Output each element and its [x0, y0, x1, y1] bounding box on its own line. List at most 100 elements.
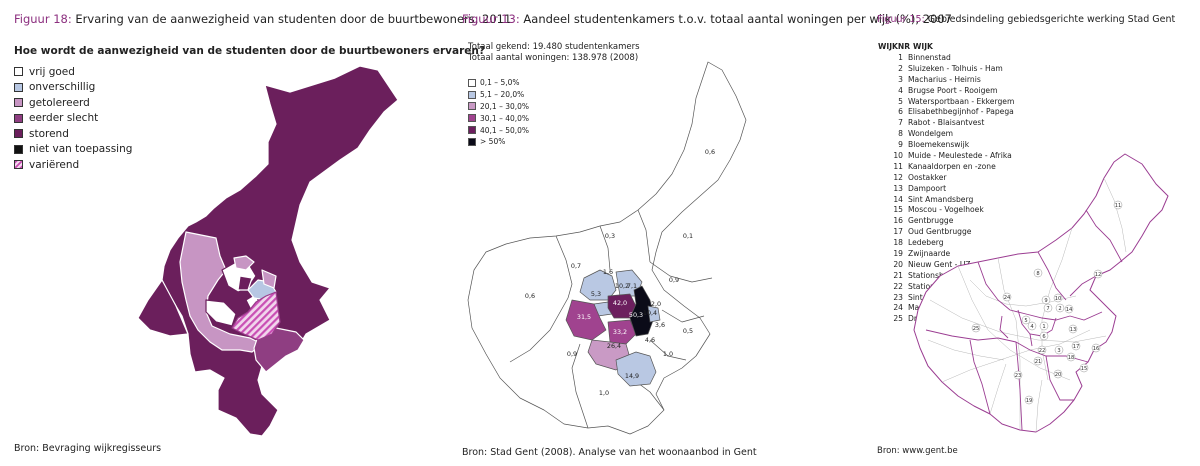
district-marker: 18 [1066, 352, 1076, 362]
figure-15-map: 11 12 8 9 10 24 7 2 14 5 4 1 6 13 22 3 1… [913, 153, 1169, 433]
figure-18-source: Bron: Bevraging wijkregisseurs [14, 443, 162, 454]
district-name: Zwijnaarde [908, 249, 951, 259]
district-number: 15 [893, 205, 903, 215]
legend-label: niet van toepassing [29, 143, 133, 156]
street-line [929, 299, 1107, 343]
district-row: 12 Oostakker [878, 173, 1014, 184]
district-marker-label: 11 [1115, 203, 1122, 209]
map-value-label: 50,3 [629, 311, 643, 319]
map-district [579, 269, 617, 301]
district-marker: 24 [1002, 292, 1012, 302]
legend-label: 30,1 – 40,0% [480, 113, 530, 123]
district-marker: 14 [1064, 304, 1074, 314]
totals-block: Totaal gekend: 19.480 studentenkamers To… [468, 42, 640, 64]
district-table-header: WIJKNR WIJK [878, 42, 1014, 53]
map-value-label: 31,5 [577, 313, 591, 321]
district-marker-label: 3 [1057, 348, 1060, 354]
district-row: 18 Ledeberg [878, 238, 1014, 249]
district-boundary [999, 315, 1009, 339]
district-marker: 5 [1021, 315, 1031, 325]
district-number: 24 [893, 303, 903, 313]
district-name: Oud Gentbrugge [908, 227, 972, 237]
legend-swatch [468, 102, 476, 111]
district-row: 10 Muide - Meulestede - Afrika [878, 151, 1014, 162]
district-number: 11 [893, 161, 903, 171]
total-dwellings: Totaal aantal woningen: 138.978 (2008) [468, 53, 639, 63]
figure-13-map [467, 61, 747, 435]
district-row: 8 Wondelgem [878, 129, 1014, 140]
district-name: Watersportbaan - Ekkergem [908, 96, 1015, 106]
district-number: 9 [898, 140, 903, 150]
map-region-storend-west [137, 279, 189, 337]
district-marker-label: 1 [1042, 324, 1045, 330]
district-marker-label: 13 [1070, 327, 1077, 333]
figure-13-source: Bron: Stad Gent (2008). Analyse van het … [462, 447, 757, 458]
column-header-name: WIJK [913, 42, 933, 51]
map-region-storend [237, 275, 253, 291]
map-value-label: 0,5 [683, 327, 693, 335]
district-marker-label: 7 [1046, 306, 1049, 312]
district-boundary [1037, 251, 1067, 301]
district-marker-label: 22 [1039, 348, 1046, 354]
figure-15-panel: Figuur 15: Gebiedsindeling gebiedsgerich… [870, 0, 1200, 466]
district-boundary [509, 297, 569, 363]
legend-item: > 50% [468, 136, 529, 148]
map-value-label: 0,9 [567, 350, 577, 358]
district-marker: 7 [1043, 303, 1053, 313]
district-row: 16 Gentbrugge [878, 216, 1014, 227]
street-line [997, 257, 1021, 430]
district-marker: 11 [1113, 200, 1123, 210]
district-marker: 21 [1033, 356, 1043, 366]
district-marker-label: 10 [1055, 296, 1062, 302]
district-marker-label: 16 [1093, 346, 1100, 352]
legend-item: getolereerd [14, 95, 132, 111]
figure-13-title: Figuur 13: Aandeel studentenkamers t.o.v… [462, 12, 952, 26]
district-row: 4 Brugse Poort - Rooigem [878, 86, 1014, 97]
district-number: 10 [893, 151, 903, 161]
street-line [927, 339, 1005, 361]
street-line [989, 363, 1007, 415]
district-boundary [1069, 275, 1097, 297]
legend-swatch [14, 144, 23, 154]
district-number: 21 [893, 270, 903, 280]
map-value-label: 1,0 [599, 389, 609, 397]
legend-swatch [468, 78, 476, 87]
map-value-label: 0,7 [571, 262, 581, 270]
district-marker: 15 [1079, 363, 1089, 373]
district-number: 25 [893, 314, 903, 324]
district-number: 13 [893, 183, 903, 193]
district-number: 3 [898, 74, 903, 84]
map-value-label: 14,9 [625, 372, 639, 380]
map-region-varierend [231, 291, 281, 341]
map-district [565, 299, 607, 341]
district-row: 15 Moscou - Vogelhoek [878, 205, 1014, 216]
map-value-label: 1,0 [663, 350, 673, 358]
district-marker: 2 [1055, 303, 1065, 313]
district-boundary [599, 225, 611, 271]
legend-item: 40,1 – 50,0% [468, 124, 529, 136]
district-number: 17 [893, 227, 903, 237]
map-value-label: 33,2 [613, 328, 627, 336]
legend-label: 40,1 – 50,0% [480, 125, 530, 135]
legend-item: onverschillig [14, 80, 132, 96]
legend-item: variërend [14, 157, 132, 173]
street-line [969, 279, 1077, 307]
legend-label: eerder slecht [29, 112, 99, 125]
street-line [941, 329, 1091, 383]
legend-item: 5,1 – 20,0% [468, 89, 529, 101]
district-row: 17 Oud Gentbrugge [878, 227, 1014, 238]
district-number: 22 [893, 281, 903, 291]
map-value-label: 3,6 [655, 321, 665, 329]
figure-18-panel: Figuur 18: Ervaring van de aanwezigheid … [0, 0, 511, 466]
street-line [957, 265, 1071, 381]
district-row: 14 Sint Amandsberg [878, 195, 1014, 206]
district-name: Bloemekenswijk [908, 140, 970, 150]
district-marker: 16 [1091, 343, 1101, 353]
district-marker: 17 [1071, 341, 1081, 351]
district-row: 6 Elisabethbegijnhof - Papega [878, 107, 1014, 118]
district-boundary [977, 261, 1011, 311]
district-boundary [649, 261, 713, 283]
district-number: 8 [898, 129, 903, 139]
district-boundary [1085, 209, 1123, 263]
figure-13-title-text: Aandeel studentenkamers t.o.v. totaal aa… [523, 12, 952, 26]
